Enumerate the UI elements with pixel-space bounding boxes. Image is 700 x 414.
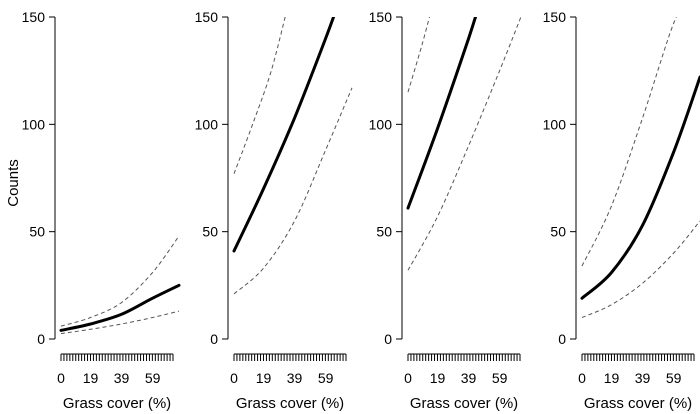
y-tick-label: 50 [376,224,392,240]
upper-ci-line [60,235,180,327]
x-axis-label: Grass cover (%) [236,395,344,412]
x-tick-label: 19 [83,370,99,386]
panel-3: 0 50 100 150 0 19 39 59 Grass cover (%) [369,9,522,412]
x-tick-label: 0 [578,370,586,386]
x-tick-label: 39 [114,370,130,386]
panel-4: 0 50 100 150 0 19 39 59 Grass cover (%) [543,9,700,412]
x-tick-label: 0 [230,370,238,386]
lower-ci-line [581,220,700,318]
x-axis-label: Grass cover (%) [63,395,171,412]
upper-ci-line [233,17,286,174]
x-tick-label: 59 [318,370,334,386]
x-axis-label: Grass cover (%) [584,395,692,412]
fit-line [232,17,336,253]
x-tick-label: 0 [57,370,65,386]
panel-1: 0 50 100 150 0 19 39 59 Grass cover (%) [22,9,181,412]
x-tick-label: 59 [145,370,161,386]
y-tick-label: 150 [543,9,567,25]
y-tick-label: 0 [37,331,45,347]
upper-ci-line [407,17,430,93]
y-tick-label: 50 [29,224,45,240]
y-tick-label: 0 [210,331,218,347]
x-tick-label: 19 [256,370,272,386]
x-tick-label: 59 [492,370,508,386]
curves [580,17,700,318]
x-tick-label: 19 [430,370,446,386]
y-tick-label: 50 [202,224,218,240]
x-tick-label: 0 [404,370,412,386]
y-tick-label: 100 [22,116,46,132]
x-tick-label: 39 [635,370,651,386]
lower-ci-line [233,87,353,295]
fit-line [59,283,181,332]
x-tick-label: 39 [461,370,477,386]
y-tick-label: 150 [195,9,219,25]
x-tick-label: 19 [604,370,620,386]
panel-2: 0 50 100 150 0 19 39 59 Grass cover (%) [195,9,353,412]
panels: 0 50 100 150 0 19 39 59 Grass cover (%) 0 50 100 150… [22,9,700,412]
curves [232,17,353,295]
x-tick-label: 39 [287,370,303,386]
x-axis-label: Grass cover (%) [410,395,518,412]
y-tick-label: 100 [543,116,567,132]
y-tick-label: 150 [369,9,393,25]
y-tick-label: 100 [195,116,219,132]
y-tick-label: 150 [22,9,46,25]
y-tick-label: 100 [369,116,393,132]
y-tick-label: 0 [558,331,566,347]
curves [59,235,181,335]
x-tick-label: 59 [666,370,682,386]
y-axis-label: Counts [5,159,22,207]
fit-line [580,75,700,300]
curves [406,17,522,271]
upper-ci-line [581,17,677,267]
y-tick-label: 0 [384,331,392,347]
fit-line [406,17,478,210]
y-tick-label: 50 [550,224,566,240]
